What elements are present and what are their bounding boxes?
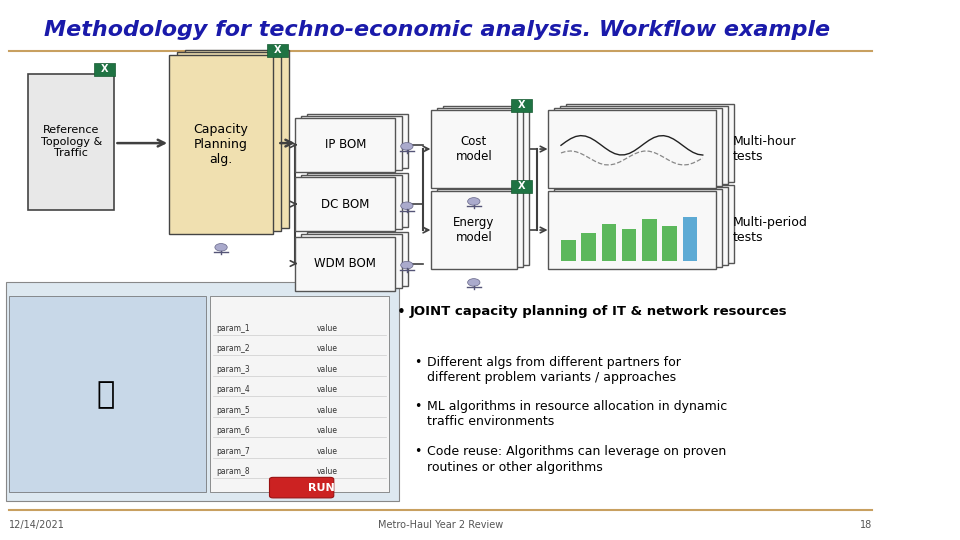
Bar xyxy=(683,217,697,261)
Circle shape xyxy=(215,244,228,251)
Circle shape xyxy=(400,143,413,150)
Text: param_7: param_7 xyxy=(216,447,250,456)
FancyBboxPatch shape xyxy=(554,189,722,267)
Circle shape xyxy=(400,261,413,269)
Text: value: value xyxy=(317,365,338,374)
FancyBboxPatch shape xyxy=(209,296,389,492)
Bar xyxy=(602,224,616,261)
FancyBboxPatch shape xyxy=(437,189,523,267)
Text: •: • xyxy=(396,305,405,320)
Text: Multi-hour
tests: Multi-hour tests xyxy=(732,135,796,163)
Circle shape xyxy=(468,198,480,205)
FancyBboxPatch shape xyxy=(295,177,396,231)
FancyBboxPatch shape xyxy=(94,63,115,76)
Text: value: value xyxy=(317,468,338,476)
Text: 🗺: 🗺 xyxy=(97,380,115,409)
FancyBboxPatch shape xyxy=(560,187,729,265)
Circle shape xyxy=(468,279,480,286)
FancyBboxPatch shape xyxy=(443,106,529,184)
Text: •: • xyxy=(414,400,421,413)
FancyBboxPatch shape xyxy=(307,173,408,227)
Text: Metro-Haul Year 2 Review: Metro-Haul Year 2 Review xyxy=(377,520,503,530)
FancyBboxPatch shape xyxy=(301,175,401,229)
Text: DC BOM: DC BOM xyxy=(321,198,370,211)
FancyBboxPatch shape xyxy=(185,50,289,228)
Text: RUN: RUN xyxy=(308,483,335,492)
FancyBboxPatch shape xyxy=(301,234,401,288)
Text: X: X xyxy=(274,45,281,55)
Text: Cost
model: Cost model xyxy=(455,135,492,163)
FancyBboxPatch shape xyxy=(9,296,206,492)
FancyBboxPatch shape xyxy=(301,116,401,170)
FancyBboxPatch shape xyxy=(28,74,114,210)
Bar xyxy=(642,219,657,261)
Text: param_2: param_2 xyxy=(216,345,250,353)
Text: IP BOM: IP BOM xyxy=(324,138,366,151)
FancyBboxPatch shape xyxy=(295,237,396,291)
Text: param_4: param_4 xyxy=(216,386,250,394)
Text: WDM BOM: WDM BOM xyxy=(314,257,376,270)
Text: X: X xyxy=(517,100,525,110)
Text: Energy
model: Energy model xyxy=(453,216,494,244)
Text: param_8: param_8 xyxy=(216,468,250,476)
Text: Reference
Topology &
Traffic: Reference Topology & Traffic xyxy=(40,125,102,158)
Text: value: value xyxy=(317,427,338,435)
Text: param_5: param_5 xyxy=(216,406,250,415)
FancyBboxPatch shape xyxy=(267,44,288,57)
Circle shape xyxy=(400,202,413,210)
Bar xyxy=(581,233,596,261)
Text: value: value xyxy=(317,386,338,394)
FancyBboxPatch shape xyxy=(169,55,273,234)
FancyBboxPatch shape xyxy=(511,99,532,112)
FancyBboxPatch shape xyxy=(443,187,529,265)
FancyBboxPatch shape xyxy=(307,113,408,167)
Text: JOINT capacity planning of IT & network resources: JOINT capacity planning of IT & network … xyxy=(410,305,787,318)
Text: X: X xyxy=(517,181,525,191)
FancyBboxPatch shape xyxy=(295,118,396,172)
Text: ML algorithms in resource allocation in dynamic
traffic environments: ML algorithms in resource allocation in … xyxy=(427,400,728,428)
Bar xyxy=(561,240,576,261)
FancyBboxPatch shape xyxy=(177,52,281,231)
Text: •: • xyxy=(414,356,421,369)
Text: param_1: param_1 xyxy=(216,324,250,333)
FancyBboxPatch shape xyxy=(437,108,523,186)
Text: Different algs from different partners for
different problem variants / approach: Different algs from different partners f… xyxy=(427,356,681,384)
Text: Multi-period
tests: Multi-period tests xyxy=(732,216,807,244)
FancyBboxPatch shape xyxy=(560,106,729,184)
Text: value: value xyxy=(317,345,338,353)
FancyBboxPatch shape xyxy=(431,191,516,269)
FancyBboxPatch shape xyxy=(554,108,722,186)
Text: 12/14/2021: 12/14/2021 xyxy=(9,520,64,530)
FancyBboxPatch shape xyxy=(566,185,734,262)
FancyBboxPatch shape xyxy=(511,180,532,193)
Text: value: value xyxy=(317,447,338,456)
Text: value: value xyxy=(317,324,338,333)
Text: •: • xyxy=(414,446,421,458)
Text: X: X xyxy=(101,64,108,74)
Bar xyxy=(662,226,677,261)
Bar xyxy=(622,230,636,261)
FancyBboxPatch shape xyxy=(548,110,716,188)
FancyBboxPatch shape xyxy=(307,232,408,286)
Text: Methodology for techno-economic analysis. Workflow example: Methodology for techno-economic analysis… xyxy=(44,19,830,40)
Text: Code reuse: Algorithms can leverage on proven
routines or other algorithms: Code reuse: Algorithms can leverage on p… xyxy=(427,446,727,474)
Text: value: value xyxy=(317,406,338,415)
FancyBboxPatch shape xyxy=(270,477,334,498)
Text: 18: 18 xyxy=(859,520,872,530)
Text: param_6: param_6 xyxy=(216,427,250,435)
FancyBboxPatch shape xyxy=(548,191,716,269)
Text: Capacity
Planning
alg.: Capacity Planning alg. xyxy=(194,123,249,166)
FancyBboxPatch shape xyxy=(431,110,516,188)
FancyBboxPatch shape xyxy=(6,282,399,501)
FancyBboxPatch shape xyxy=(566,104,734,181)
Text: param_3: param_3 xyxy=(216,365,250,374)
